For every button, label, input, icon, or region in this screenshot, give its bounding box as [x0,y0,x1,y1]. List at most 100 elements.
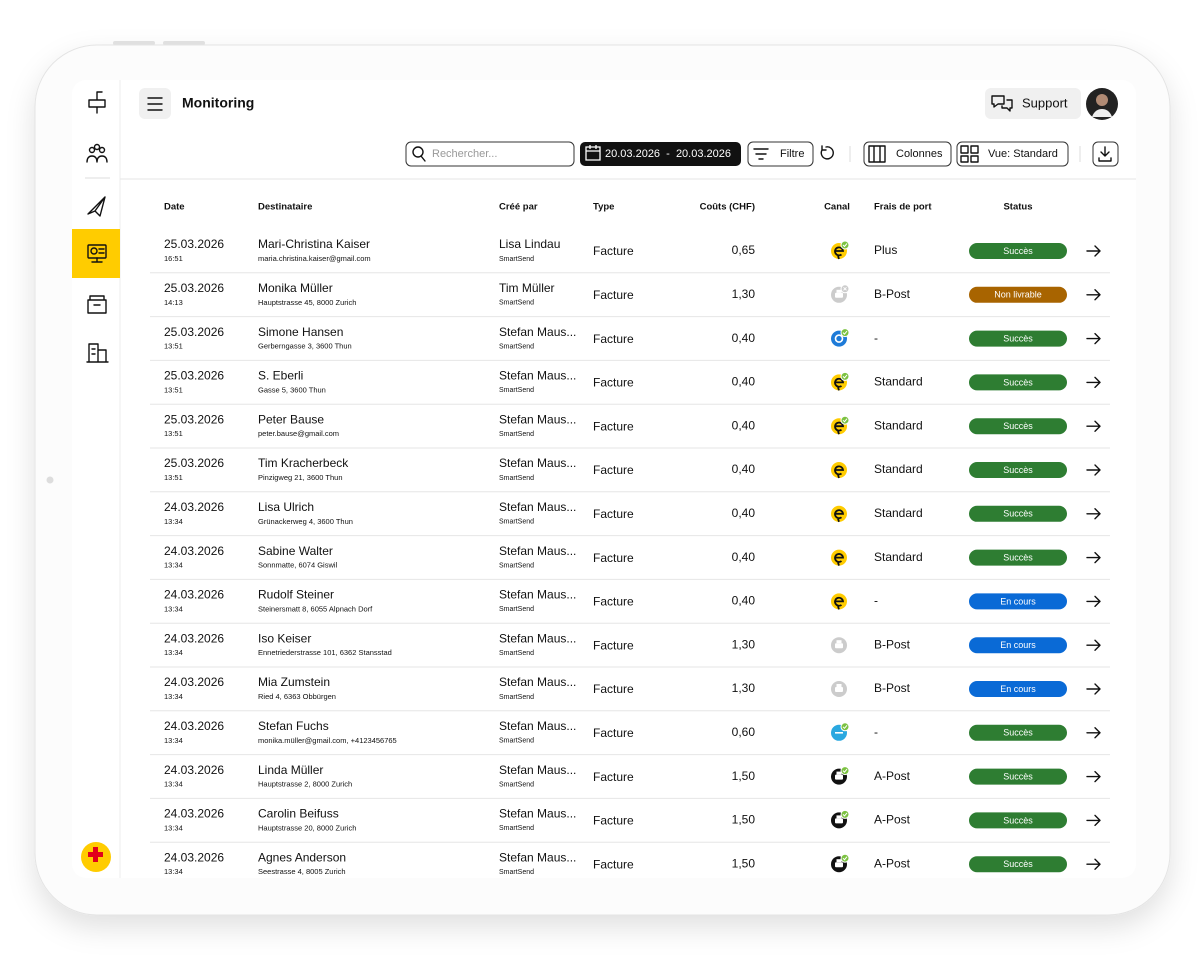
row-arrow[interactable] [1086,683,1101,695]
nav-mailbox[interactable] [88,91,106,114]
channel-glyph [836,640,842,644]
recipient-name: Mia Zumstein [258,675,330,689]
created-org: SmartSend [499,694,534,701]
recipient-address: Seestrasse 4, 8005 Zurich [258,867,346,876]
row-arrow[interactable] [1086,376,1101,389]
created-by: Stefan Maus... [499,456,576,470]
channel-glyph [836,859,842,863]
search-icon [412,146,424,158]
time: 13:34 [164,692,183,701]
nav-monitoring[interactable] [87,244,107,263]
doc-type: Facture [593,770,634,784]
status-pill [969,768,1067,785]
channel-icon [831,415,850,435]
row-arrow[interactable] [1086,332,1101,345]
doc-type: Facture [593,376,634,390]
created-org: SmartSend [499,869,534,876]
cost: 1,30 [732,681,756,695]
status-pill [969,637,1067,654]
recipient-name: Peter Bause [258,412,324,426]
postage: Standard [874,418,923,432]
row-arrow[interactable] [1086,770,1101,783]
recipient-address: peter.bause@gmail.com [258,429,339,438]
created-org: SmartSend [499,519,534,526]
status-pill [969,286,1067,303]
row-arrow[interactable] [1086,551,1101,564]
nav-archive[interactable] [87,295,107,314]
status-pill [969,374,1067,391]
column-header: Frais de port [874,202,932,213]
date: 24.03.2026 [164,719,224,733]
channel-glyph [834,377,844,391]
status-label: Succès [1003,728,1033,738]
date-range[interactable] [580,142,741,166]
download-icon [1098,146,1112,162]
created-by: Lisa Lindau [499,237,560,251]
reset-icon[interactable] [820,145,834,160]
date: 24.03.2026 [164,763,224,777]
postage: - [874,594,878,608]
recipient-name: Iso Keiser [258,631,311,645]
status-pill [969,681,1067,697]
column-header: Coûts (CHF) [700,202,755,213]
cost: 0,40 [732,462,756,476]
status-badge [840,722,850,732]
created-org: SmartSend [499,431,534,438]
date: 24.03.2026 [164,631,224,645]
row-arrow[interactable] [1086,420,1101,432]
filter-button[interactable] [747,141,814,167]
avatar-shirt [1092,109,1112,117]
status-badge-check [842,418,848,423]
columns-button[interactable] [863,141,952,167]
status-label: Succès [1003,333,1033,343]
cost: 1,50 [732,769,756,783]
status-label: Succès [1003,421,1033,431]
row-arrow[interactable] [1086,508,1101,520]
row-arrow[interactable] [1086,727,1101,739]
date: 25.03.2026 [164,281,224,295]
row-arrow[interactable] [1086,464,1101,476]
status-badge [840,809,850,819]
column-header: Canal [824,202,850,213]
row-arrow[interactable] [1086,245,1101,257]
recipient-address: Pinzigweg 21, 3600 Thun [258,473,343,482]
menu-icon [147,97,163,111]
recipient-name: Tim Kracherbeck [258,456,349,470]
doc-type: Facture [593,857,634,871]
row-arrow[interactable] [1086,289,1101,301]
columns-label: Colonnes [896,148,943,160]
recipient-name: S. Eberli [258,369,303,383]
status-pill [969,856,1067,873]
nav-company[interactable] [86,343,109,363]
created-by: Stefan Maus... [499,544,576,558]
row-arrow[interactable] [1086,858,1101,870]
status-pill [969,505,1067,522]
date: 25.03.2026 [164,325,224,339]
row-arrow[interactable] [1086,639,1101,651]
columns-icon [868,145,886,163]
row-arrow[interactable] [1086,595,1101,608]
postage: B-Post [874,681,911,695]
screen-bg [72,80,1136,878]
channel-glyph [835,687,843,692]
status-badge [840,371,850,381]
search-box[interactable] [405,141,575,167]
doc-type: Facture [593,595,634,609]
channel-glyph [835,862,843,868]
recipient-address: Hauptstrasse 20, 8000 Zurich [258,823,356,832]
nav-contacts[interactable] [86,143,108,163]
doc-type: Facture [593,682,634,696]
time: 16:51 [164,254,183,263]
time: 13:51 [164,429,183,438]
status-label: Succès [1003,509,1033,519]
support-button[interactable] [985,88,1081,119]
created-by: Stefan Maus... [499,369,576,383]
created-org: SmartSend [499,300,534,307]
view-button[interactable] [956,141,1069,167]
nav-send[interactable] [87,196,106,217]
row-arrow[interactable] [1086,814,1101,827]
postage: B-Post [874,637,911,651]
avatar-face [1096,94,1108,106]
created-by: Stefan Maus... [499,631,576,645]
